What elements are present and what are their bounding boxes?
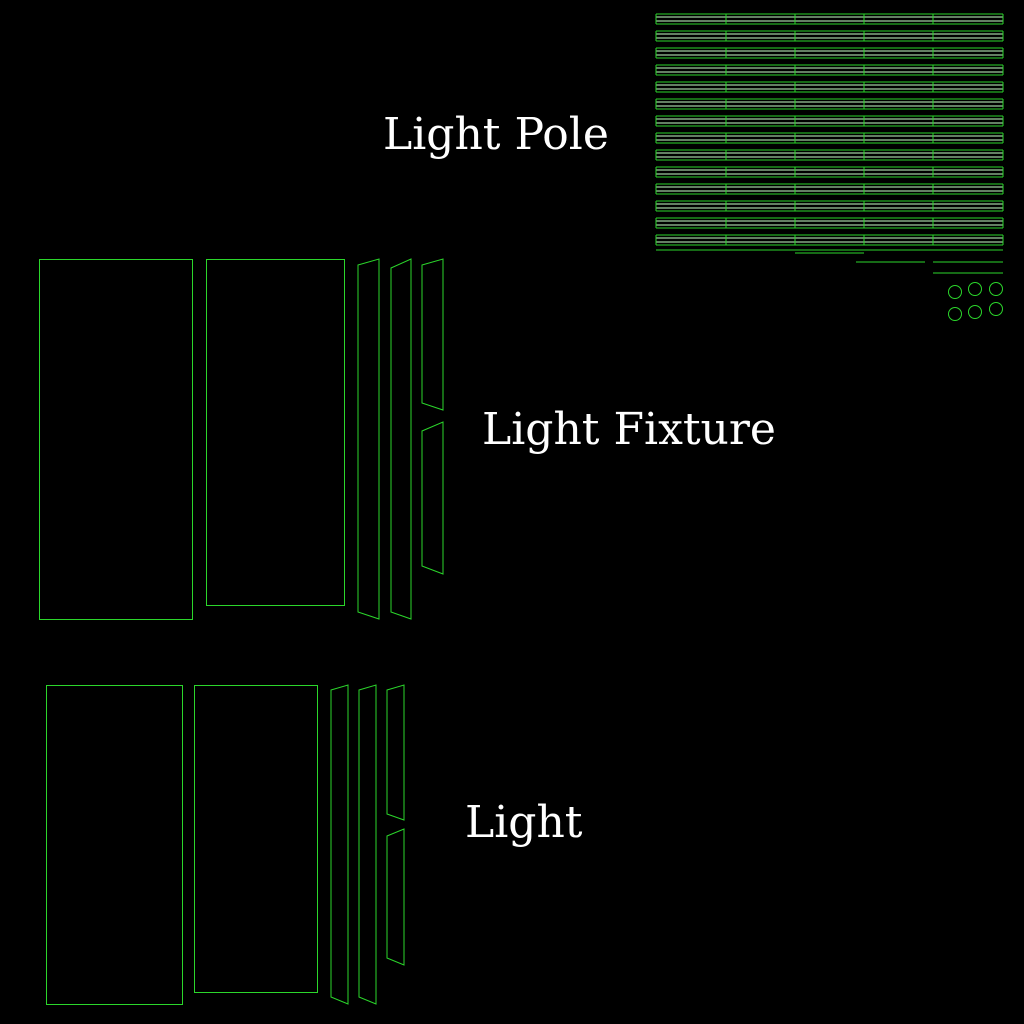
light-panel-medium — [194, 685, 318, 993]
light-uv-islands — [46, 684, 405, 1005]
fixture-side-strip — [390, 258, 412, 620]
light-label: Light — [465, 797, 583, 848]
pole-cap-circle — [948, 307, 962, 321]
light-side-strip — [386, 828, 405, 966]
fixture-side-strip — [421, 421, 444, 575]
light-side-strip — [386, 684, 405, 821]
pole-cap-circle — [989, 302, 1003, 316]
light-pole-uv-islands — [655, 13, 1004, 321]
light-panel-large — [46, 685, 183, 1005]
light-fixture-uv-islands — [39, 258, 444, 620]
light-pole-label: Light Pole — [383, 109, 609, 160]
fixture-panel-large — [39, 259, 193, 620]
pole-cap-circle — [968, 305, 982, 319]
light-side-strip — [358, 684, 377, 1005]
fixture-side-strip — [357, 258, 380, 620]
light-side-strip — [330, 684, 349, 1005]
pole-cap-circle — [968, 282, 982, 296]
light-fixture-label: Light Fixture — [482, 404, 776, 455]
pole-cap-circle — [948, 285, 962, 299]
fixture-side-strip — [421, 258, 444, 411]
fixture-panel-medium — [206, 259, 345, 606]
pole-cap-circle — [989, 282, 1003, 296]
